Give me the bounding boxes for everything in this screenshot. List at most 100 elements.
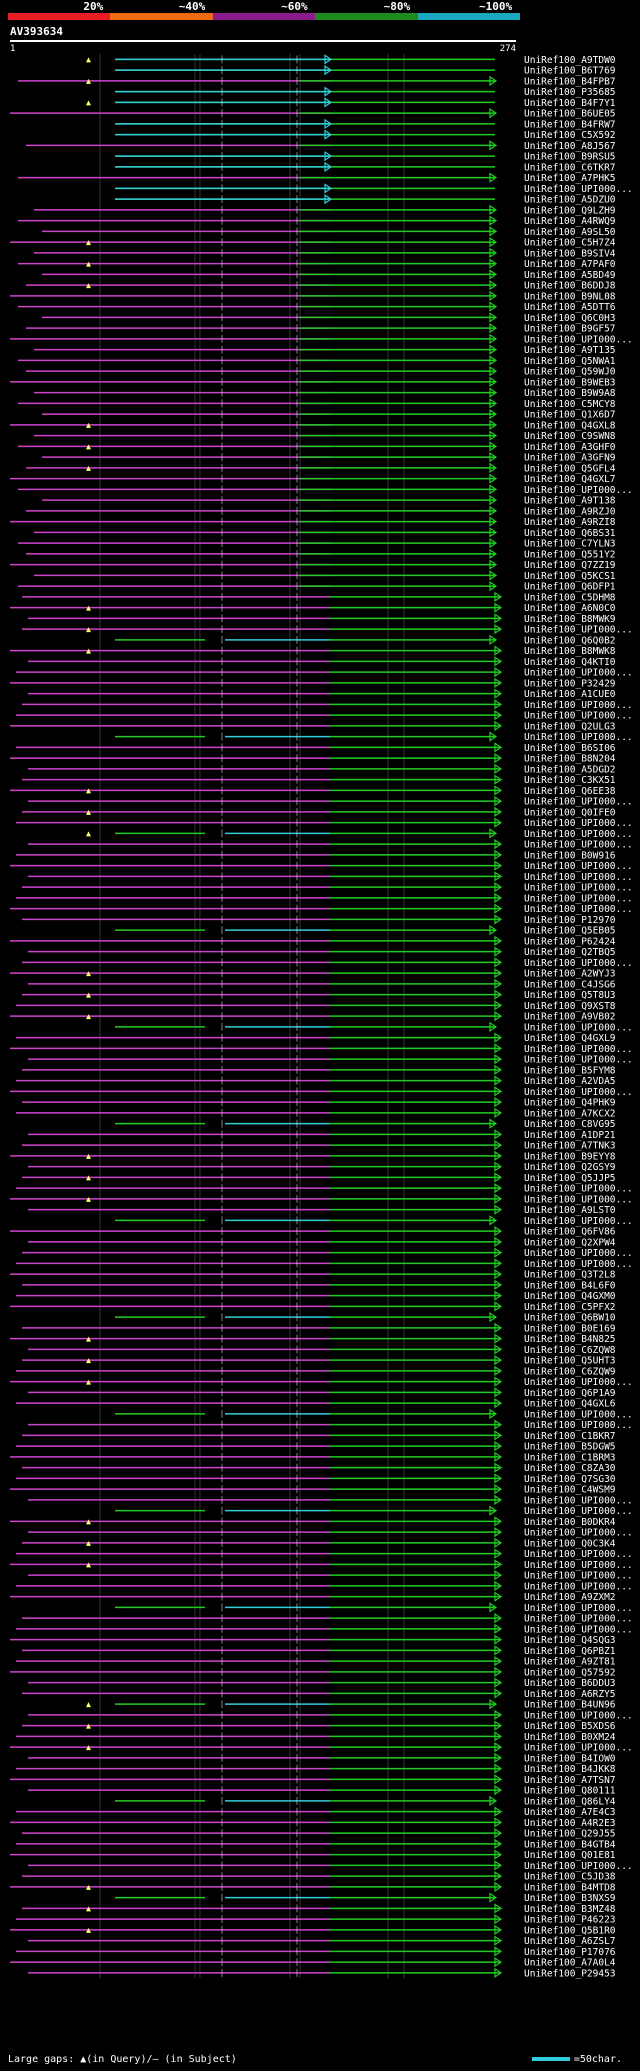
hit-label: UniRef100_A9ZXM2	[524, 1592, 616, 1603]
hit-label: UniRef100_A6ZSL7	[524, 1936, 616, 1947]
hit-label: UniRef100_Q3T2L8	[524, 1270, 616, 1281]
alignment-arrow	[494, 1140, 503, 1151]
alignment-arrow	[489, 376, 498, 387]
hit-label: UniRef100_UPI000...	[524, 1216, 633, 1227]
alignment-arrow	[489, 387, 498, 398]
hit-label: UniRef100_Q5GFL4	[524, 463, 616, 474]
hit-label: UniRef100_B4FPB7	[524, 76, 616, 87]
hit-label: UniRef100_C3KX51	[524, 775, 616, 786]
alignment-arrow	[494, 1935, 503, 1946]
alignment-arrow	[494, 1333, 503, 1344]
alignment-arrow	[494, 957, 503, 968]
alignment-arrow	[489, 1505, 498, 1516]
alignment-arrow	[494, 699, 503, 710]
alignment-arrow	[494, 1183, 503, 1194]
hit-label: UniRef100_UPI000...	[524, 1420, 633, 1431]
hit-label: UniRef100_UPI000...	[524, 1861, 633, 1872]
identity-scale-bar: 20% ~40% ~60% ~80% ~100%	[0, 0, 640, 22]
hit-label: UniRef100_UPI000...	[524, 1528, 633, 1539]
hit-label: UniRef100_A1CUE0	[524, 689, 616, 700]
hit-label: UniRef100_UPI000...	[524, 1409, 633, 1420]
alignment-arrow	[494, 1763, 503, 1774]
alignment-arrow	[494, 1419, 503, 1430]
hit-label: UniRef100_Q0C3K4	[524, 1538, 616, 1549]
alignment-arrow	[324, 65, 333, 76]
hit-label: UniRef100_B5FYM8	[524, 1065, 616, 1076]
alignment-arrow	[489, 409, 498, 420]
alignment-arrow	[489, 204, 498, 215]
hit-label: UniRef100_B0W916	[524, 850, 616, 861]
alignment-arrow	[489, 828, 498, 839]
hit-label: UniRef100_Q7SG30	[524, 1474, 616, 1485]
hit-label: UniRef100_A3GHF0	[524, 442, 616, 453]
alignment-arrow	[494, 656, 503, 667]
scale-segment-color	[8, 13, 111, 20]
alignment-arrow	[494, 1860, 503, 1871]
hit-label: UniRef100_Q5NWA1	[524, 356, 616, 367]
alignment-arrow	[494, 1591, 503, 1602]
alignment-arrow	[489, 366, 498, 377]
hit-label: UniRef100_B4GTB4	[524, 1839, 616, 1850]
alignment-arrow	[494, 1322, 503, 1333]
alignment-arrow	[494, 1279, 503, 1290]
alignment-arrow	[494, 1226, 503, 1237]
scale-legend-text: =50char.	[573, 2054, 622, 2065]
hit-label: UniRef100_P12970	[524, 915, 616, 926]
alignment-arrow	[494, 1086, 503, 1097]
hit-label: UniRef100_Q1X6D7	[524, 410, 616, 421]
hit-label: UniRef100_UPI000...	[524, 1022, 633, 1033]
query-gap-marker	[86, 1927, 91, 1933]
hit-label: UniRef100_A3GFN9	[524, 453, 616, 464]
alignment-arrow	[494, 946, 503, 957]
hit-label: UniRef100_C6TKR7	[524, 162, 616, 173]
hit-label: UniRef100_C6ZQW9	[524, 1366, 616, 1377]
alignment-arrow	[489, 570, 498, 581]
hit-label: UniRef100_UPI000...	[524, 872, 633, 883]
alignment-arrow	[494, 1387, 503, 1398]
hit-label: UniRef100_B4FRW7	[524, 119, 616, 130]
alignment-arrow	[494, 688, 503, 699]
hit-label: UniRef100_A8J567	[524, 141, 616, 152]
scale-swatch	[531, 2057, 570, 2061]
alignment-arrow	[494, 1000, 503, 1011]
hit-label: UniRef100_C4JSG6	[524, 979, 616, 990]
hit-label: UniRef100_UPI000...	[524, 485, 633, 496]
ruler-start: 1	[10, 44, 16, 54]
alignment-arrow	[494, 1881, 503, 1892]
hit-label: UniRef100_UPI000...	[524, 818, 633, 829]
query-gap-marker	[86, 1519, 91, 1525]
alignment-arrow	[489, 237, 498, 248]
alignment-arrow	[494, 1494, 503, 1505]
alignment-arrow	[494, 978, 503, 989]
hit-label: UniRef100_UPI000...	[524, 904, 633, 915]
hit-label: UniRef100_Q6Q0B2	[524, 635, 616, 646]
alignment-arrow	[489, 452, 498, 463]
hit-label: UniRef100_B4F7Y1	[524, 98, 616, 109]
hit-label: UniRef100_UPI000...	[524, 1259, 633, 1270]
alignment-arrow	[494, 882, 503, 893]
hit-label: UniRef100_Q5T8U3	[524, 990, 616, 1001]
alignment-arrow	[489, 1312, 498, 1323]
hit-label: UniRef100_Q5KCS1	[524, 571, 616, 582]
alignment-arrow	[494, 817, 503, 828]
hit-label: UniRef100_Q4GXM0	[524, 1291, 616, 1302]
alignment-arrow	[489, 247, 498, 258]
alignment-arrow	[494, 806, 503, 817]
alignment-arrow	[494, 1849, 503, 1860]
alignment-arrow	[494, 1957, 503, 1968]
query-gap-marker	[86, 444, 91, 450]
hit-label: UniRef100_C5PFX2	[524, 1302, 616, 1313]
hit-label: UniRef100_A5BD49	[524, 270, 616, 281]
query-gap-marker	[86, 1153, 91, 1159]
hit-label: UniRef100_C8ZA30	[524, 1463, 616, 1474]
hit-label: UniRef100_UPI000...	[524, 1055, 633, 1066]
hit-label: UniRef100_A4RWQ9	[524, 216, 616, 227]
query-gap-marker	[86, 1884, 91, 1890]
hit-label: UniRef100_UPI000...	[524, 958, 633, 969]
hit-label: UniRef100_A9SL50	[524, 227, 616, 238]
hit-label: UniRef100_A9ZT81	[524, 1657, 616, 1668]
alignment-arrow	[494, 1752, 503, 1763]
alignment-arrow	[324, 161, 333, 172]
hit-label: UniRef100_Q6C0H3	[524, 313, 616, 324]
alignment-arrow	[494, 935, 503, 946]
